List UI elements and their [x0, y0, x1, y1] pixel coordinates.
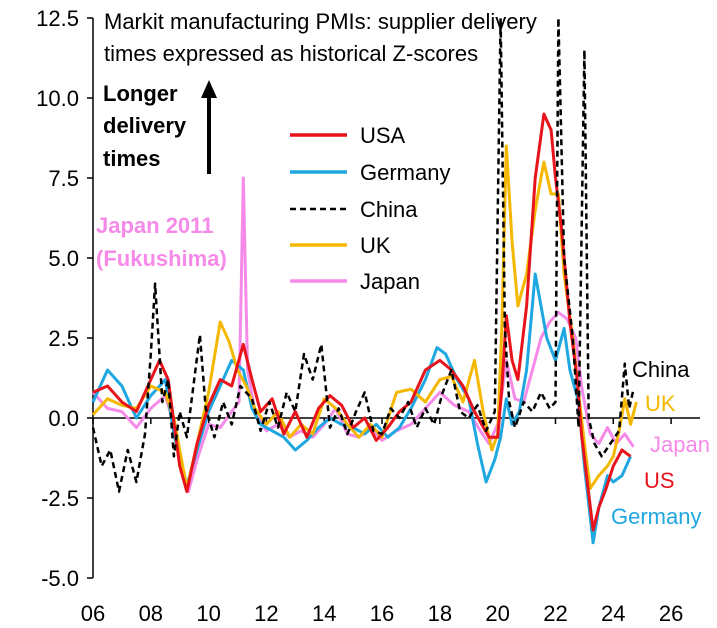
- end-label-uk: UK: [645, 391, 676, 416]
- end-label-china: China: [632, 357, 690, 382]
- y-tick-label: 5.0: [48, 246, 79, 271]
- x-tick-label: 14: [312, 601, 336, 626]
- y-tick-label: -2.5: [41, 486, 79, 511]
- x-tick-label: 20: [485, 601, 509, 626]
- chart-title-line-2: times expressed as historical Z-scores: [104, 41, 478, 66]
- end-label-germany: Germany: [611, 504, 701, 529]
- arrow-label-line-1: Longer: [103, 81, 178, 106]
- y-tick-label: 0.0: [48, 406, 79, 431]
- x-tick-label: 22: [543, 601, 567, 626]
- arrow-label-line-3: times: [103, 146, 160, 171]
- x-tick-label: 18: [428, 601, 452, 626]
- x-tick-label: 10: [196, 601, 220, 626]
- x-tick-label: 12: [254, 601, 278, 626]
- legend-label-japan: Japan: [360, 269, 420, 294]
- y-tick-label: 7.5: [48, 166, 79, 191]
- series-line-usa: [92, 112, 632, 532]
- y-tick-label: 12.5: [36, 6, 79, 31]
- legend-label-germany: Germany: [360, 160, 450, 185]
- annotation-japan-line-1: Japan 2011: [96, 213, 213, 238]
- legend: USA Germany China UK Japan: [290, 123, 450, 294]
- x-tick-label: 06: [81, 601, 105, 626]
- end-label-japan: Japan: [650, 432, 710, 457]
- axes: 12.5 10.0 7.5 5.0 2.5 0.0 -2.5 -5.006 08 10 12 14 16…: [36, 6, 700, 626]
- annotation-japan-line-2: (Fukushima): [96, 246, 227, 271]
- arrow-label-line-2: delivery: [103, 113, 187, 138]
- x-tick-label: 24: [601, 601, 625, 626]
- y-tick-label: 10.0: [36, 86, 79, 111]
- up-arrow-icon: [201, 80, 217, 174]
- legend-label-china: China: [360, 197, 418, 222]
- legend-label-uk: UK: [360, 233, 391, 258]
- y-tick-label: -5.0: [41, 566, 79, 591]
- chart-title-line-1: Markit manufacturing PMIs: supplier deli…: [104, 9, 537, 34]
- x-tick-label: 16: [370, 601, 394, 626]
- series-line-germany: [91, 272, 632, 545]
- y-tick-label: 2.5: [48, 326, 79, 351]
- legend-label-usa: USA: [360, 123, 406, 148]
- series-layer: [91, 16, 638, 545]
- x-tick-label: 08: [139, 601, 163, 626]
- x-tick-label: 26: [659, 601, 683, 626]
- end-label-us: US: [644, 468, 675, 493]
- series-line-china: [91, 16, 635, 493]
